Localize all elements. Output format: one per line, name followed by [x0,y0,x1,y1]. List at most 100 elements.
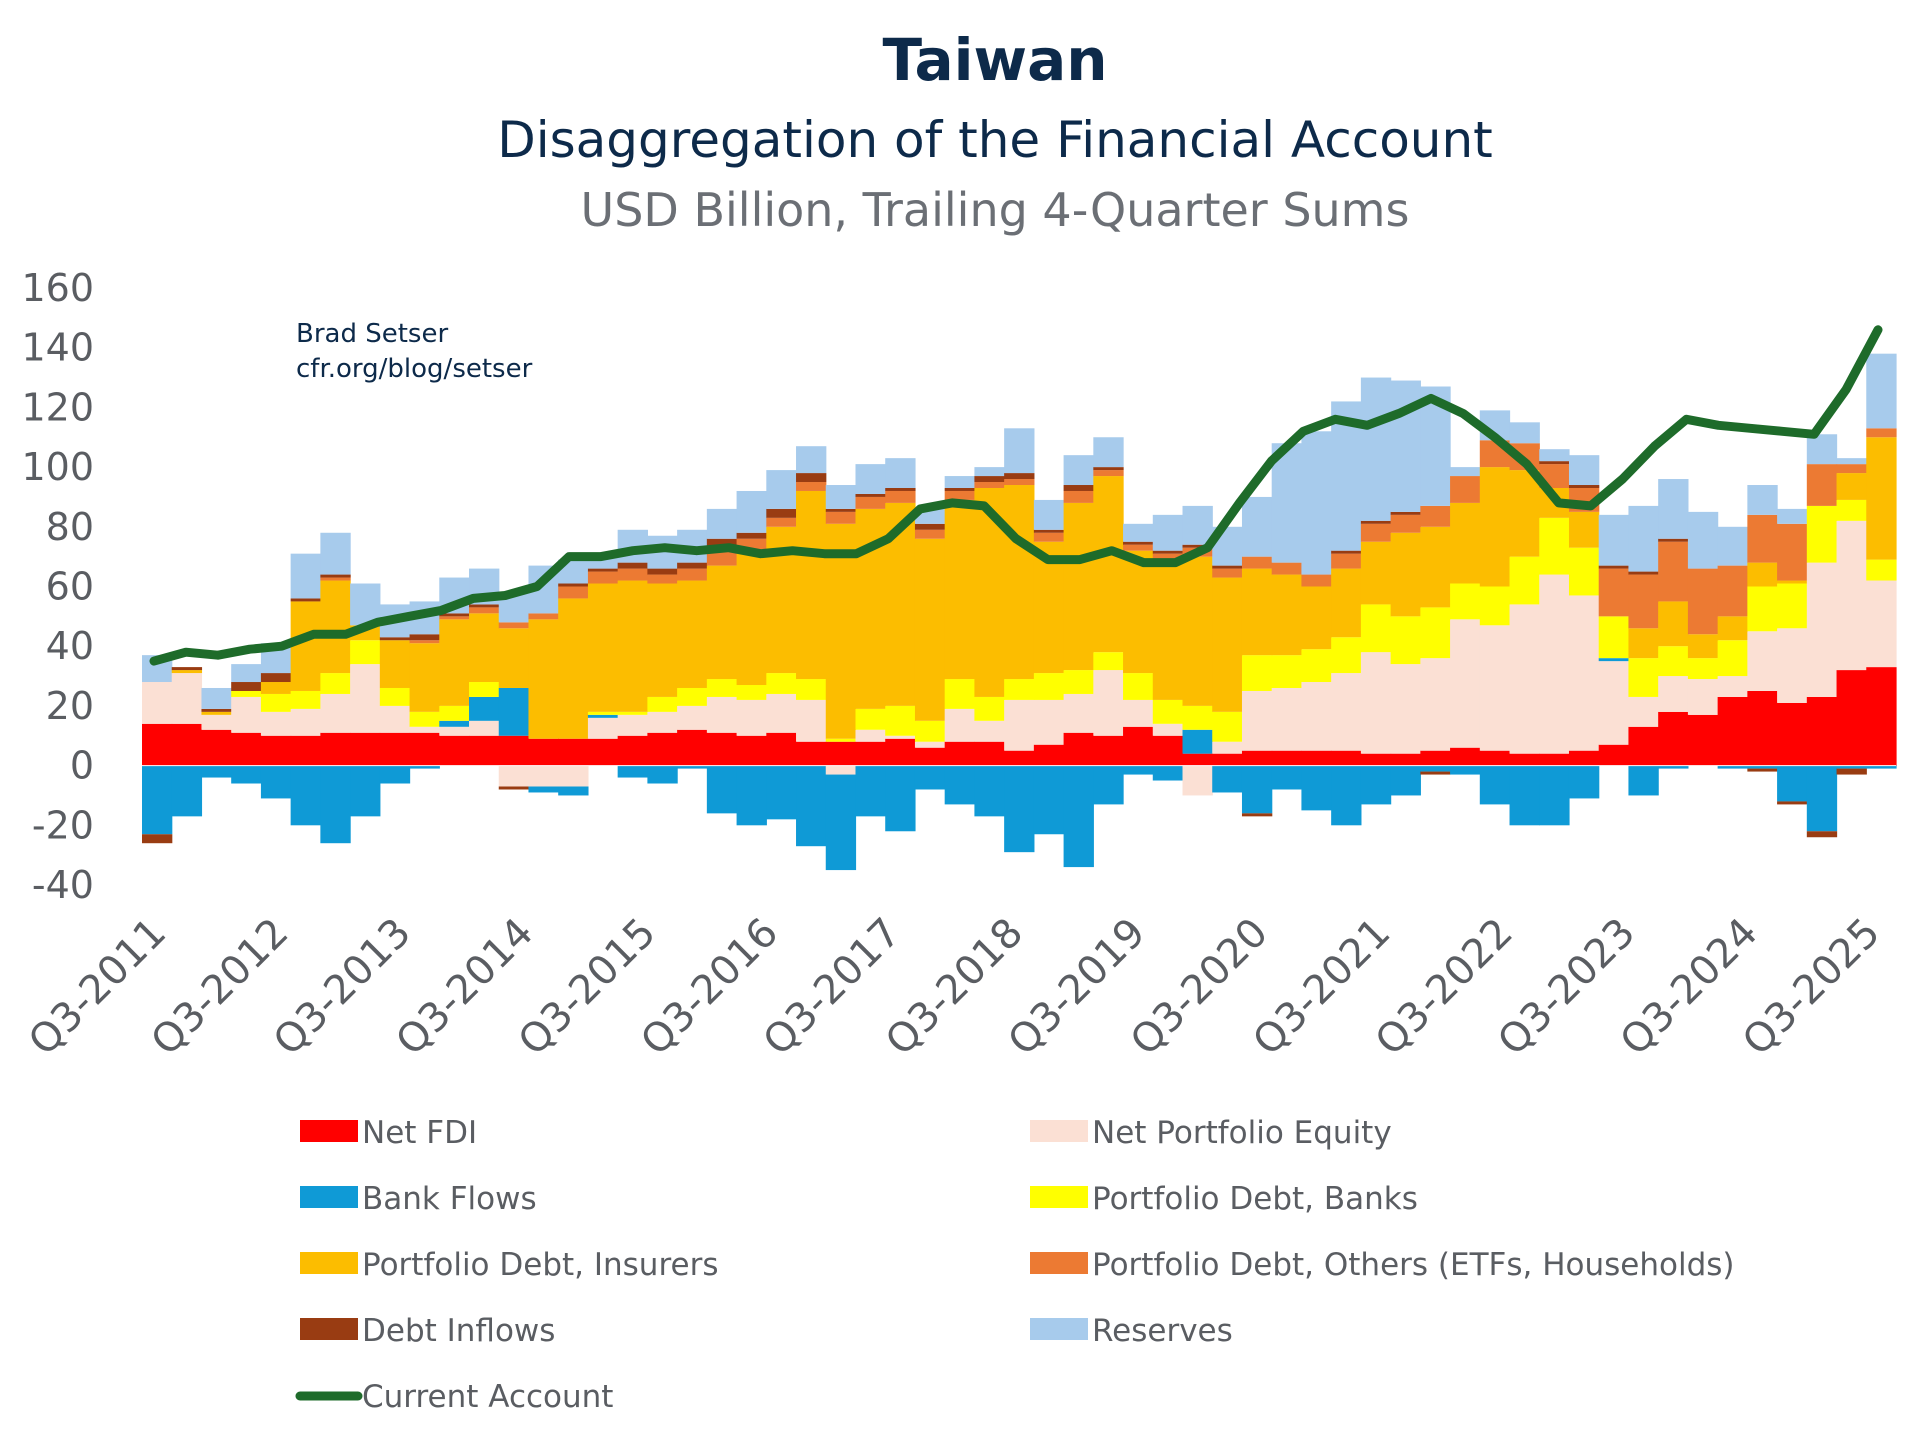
bar-segment-debt-inflows-14 [558,583,589,587]
bar-segment-net-portfolio-equity-15 [587,717,619,739]
bar-segment-bank-flows-51 [1658,765,1689,769]
bar-segment-portfolio-debt-insurers-38 [1271,574,1303,656]
bar-segment-net-portfolio-equity-0 [142,682,173,724]
bar-segment-net-portfolio-equity-51 [1658,676,1689,712]
bar-segment-reserves-3 [231,664,262,683]
bar-segment-portfolio-debt-banks-56 [1806,505,1838,563]
bar-segment-portfolio-debt-others-etfs-households--23 [825,511,857,524]
bar-segment-net-portfolio-equity-44 [1450,619,1481,748]
bar-segment-bank-flows-34 [1152,765,1184,781]
bar-segment-portfolio-debt-banks-33 [1123,673,1154,700]
bar-segment-portfolio-debt-banks-5 [290,690,321,709]
bar-segment-bank-flows-0 [142,765,173,835]
bar-segment-bank-flows-46 [1509,765,1540,826]
bar-segment-debt-inflows-40 [1331,550,1362,554]
bar-segment-net-portfolio-equity-34 [1152,723,1184,736]
bar-segment-portfolio-debt-others-etfs-households--12 [498,622,530,629]
bar-segment-portfolio-debt-insurers-12 [498,628,530,688]
bar-segment-debt-inflows-12 [498,786,530,790]
bar-segment-portfolio-debt-insurers-45 [1479,467,1511,587]
bar-segment-net-fdi-41 [1360,753,1392,766]
bar-segment-reserves-23 [825,485,857,509]
bar-segment-portfolio-debt-banks-3 [231,690,262,697]
bar-segment-net-fdi-20 [736,735,767,766]
bar-segment-portfolio-debt-banks-20 [736,685,767,700]
bar-segment-portfolio-debt-insurers-9 [409,643,440,712]
bar-segment-portfolio-debt-others-etfs-households--50 [1628,574,1659,629]
bar-segment-portfolio-debt-banks-7 [350,640,381,665]
bar-segment-portfolio-debt-others-etfs-households--22 [796,482,827,491]
bar-segment-net-portfolio-equity-11 [469,720,500,736]
bar-segment-portfolio-debt-others-etfs-households--13 [528,613,559,620]
bar-segment-portfolio-debt-banks-52 [1687,658,1719,680]
bar-segment-debt-inflows-2 [201,708,232,712]
bar-segment-net-portfolio-equity-7 [350,664,381,733]
bar-segment-net-portfolio-equity-35 [1182,765,1213,796]
bar-segment-portfolio-debt-banks-45 [1479,586,1511,626]
bar-segment-net-fdi-43 [1420,750,1451,766]
bar-segment-portfolio-debt-banks-51 [1658,646,1689,677]
bar-segment-reserves-58 [1866,353,1897,429]
bar-segment-portfolio-debt-insurers-19 [706,565,738,680]
bar-segment-bank-flows-50 [1628,765,1659,796]
bar-segment-net-fdi-21 [766,732,797,766]
bar-segment-net-fdi-38 [1271,750,1303,766]
bar-segment-portfolio-debt-banks-11 [469,682,500,697]
bar-segment-net-fdi-4 [260,735,292,766]
bar-segment-portfolio-debt-banks-53 [1717,640,1748,677]
bar-segment-net-portfolio-equity-22 [796,699,827,742]
bar-segment-reserves-54 [1747,485,1778,515]
bar-segment-net-portfolio-equity-12 [498,765,530,787]
bar-segment-portfolio-debt-banks-29 [1004,679,1035,700]
bar-segment-bank-flows-30 [1033,765,1065,835]
bar-segment-net-portfolio-equity-42 [1390,664,1421,754]
bar-segment-portfolio-debt-banks-31 [1063,670,1094,694]
author-note: Brad Setser [296,319,448,349]
bar-segment-portfolio-debt-others-etfs-households--42 [1390,514,1421,533]
bar-segment-portfolio-debt-others-etfs-households--11 [469,607,500,614]
y-axis: -40 -20 0 20 40 60 80 100 120 140 160 [21,266,94,907]
bar-segment-portfolio-debt-others-etfs-households--44 [1450,476,1481,503]
bar-segment-portfolio-debt-banks-16 [617,711,648,715]
bar-segment-net-portfolio-equity-45 [1479,625,1511,751]
bar-segment-portfolio-debt-insurers-34 [1152,562,1184,700]
bar-segment-portfolio-debt-banks-6 [320,673,351,694]
bar-segment-net-portfolio-equity-18 [677,705,708,730]
bar-segment-portfolio-debt-others-etfs-households--27 [944,490,976,500]
bar-segment-reserves-34 [1152,514,1184,551]
bar-segment-portfolio-debt-insurers-57 [1836,473,1867,500]
bar-segment-bank-flows-19 [706,765,738,814]
bar-segment-net-fdi-16 [617,735,648,766]
bar-segment-portfolio-debt-others-etfs-households--18 [677,568,708,581]
legend-label: Portfolio Debt, Insurers [362,1247,719,1283]
bar-segment-net-portfolio-equity-29 [1004,699,1035,751]
bar-segment-reserves-31 [1063,455,1094,486]
y-tick-label: 60 [46,565,94,609]
bar-segment-bank-flows-41 [1360,765,1392,805]
bar-segment-bank-flows-48 [1568,765,1600,799]
bar-segment-portfolio-debt-others-etfs-households--19 [706,550,738,566]
bar-segment-net-fdi-50 [1628,726,1659,766]
bar-segment-debt-inflows-8 [379,637,411,641]
y-tick-label: -20 [32,803,94,847]
bar-segment-debt-inflows-16 [617,562,648,569]
bar-segment-portfolio-debt-others-etfs-households--6 [320,577,351,581]
legend-swatch [300,1318,358,1340]
bar-segment-portfolio-debt-others-etfs-households--38 [1271,562,1303,575]
bar-segment-reserves-48 [1568,455,1600,486]
bar-segment-portfolio-debt-others-etfs-households--28 [974,482,1005,488]
bar-segment-bank-flows-37 [1241,765,1273,814]
bar-segment-bank-flows-45 [1479,765,1511,805]
bar-segment-net-fdi-40 [1331,750,1362,766]
bar-segment-reserves-22 [796,446,827,474]
bar-segment-bank-flows-28 [974,765,1005,817]
bar-segment-portfolio-debt-others-etfs-households--36 [1212,568,1243,578]
bar-segment-bank-flows-13 [528,786,559,793]
bar-segment-portfolio-debt-insurers-32 [1093,476,1124,653]
bar-segment-net-fdi-36 [1212,753,1243,766]
bar-segment-reserves-24 [855,464,886,494]
bar-segment-net-fdi-52 [1687,714,1719,766]
bar-segment-net-fdi-47 [1539,753,1570,766]
bar-segment-portfolio-debt-insurers-52 [1687,634,1719,659]
bar-segment-net-portfolio-equity-52 [1687,679,1719,715]
